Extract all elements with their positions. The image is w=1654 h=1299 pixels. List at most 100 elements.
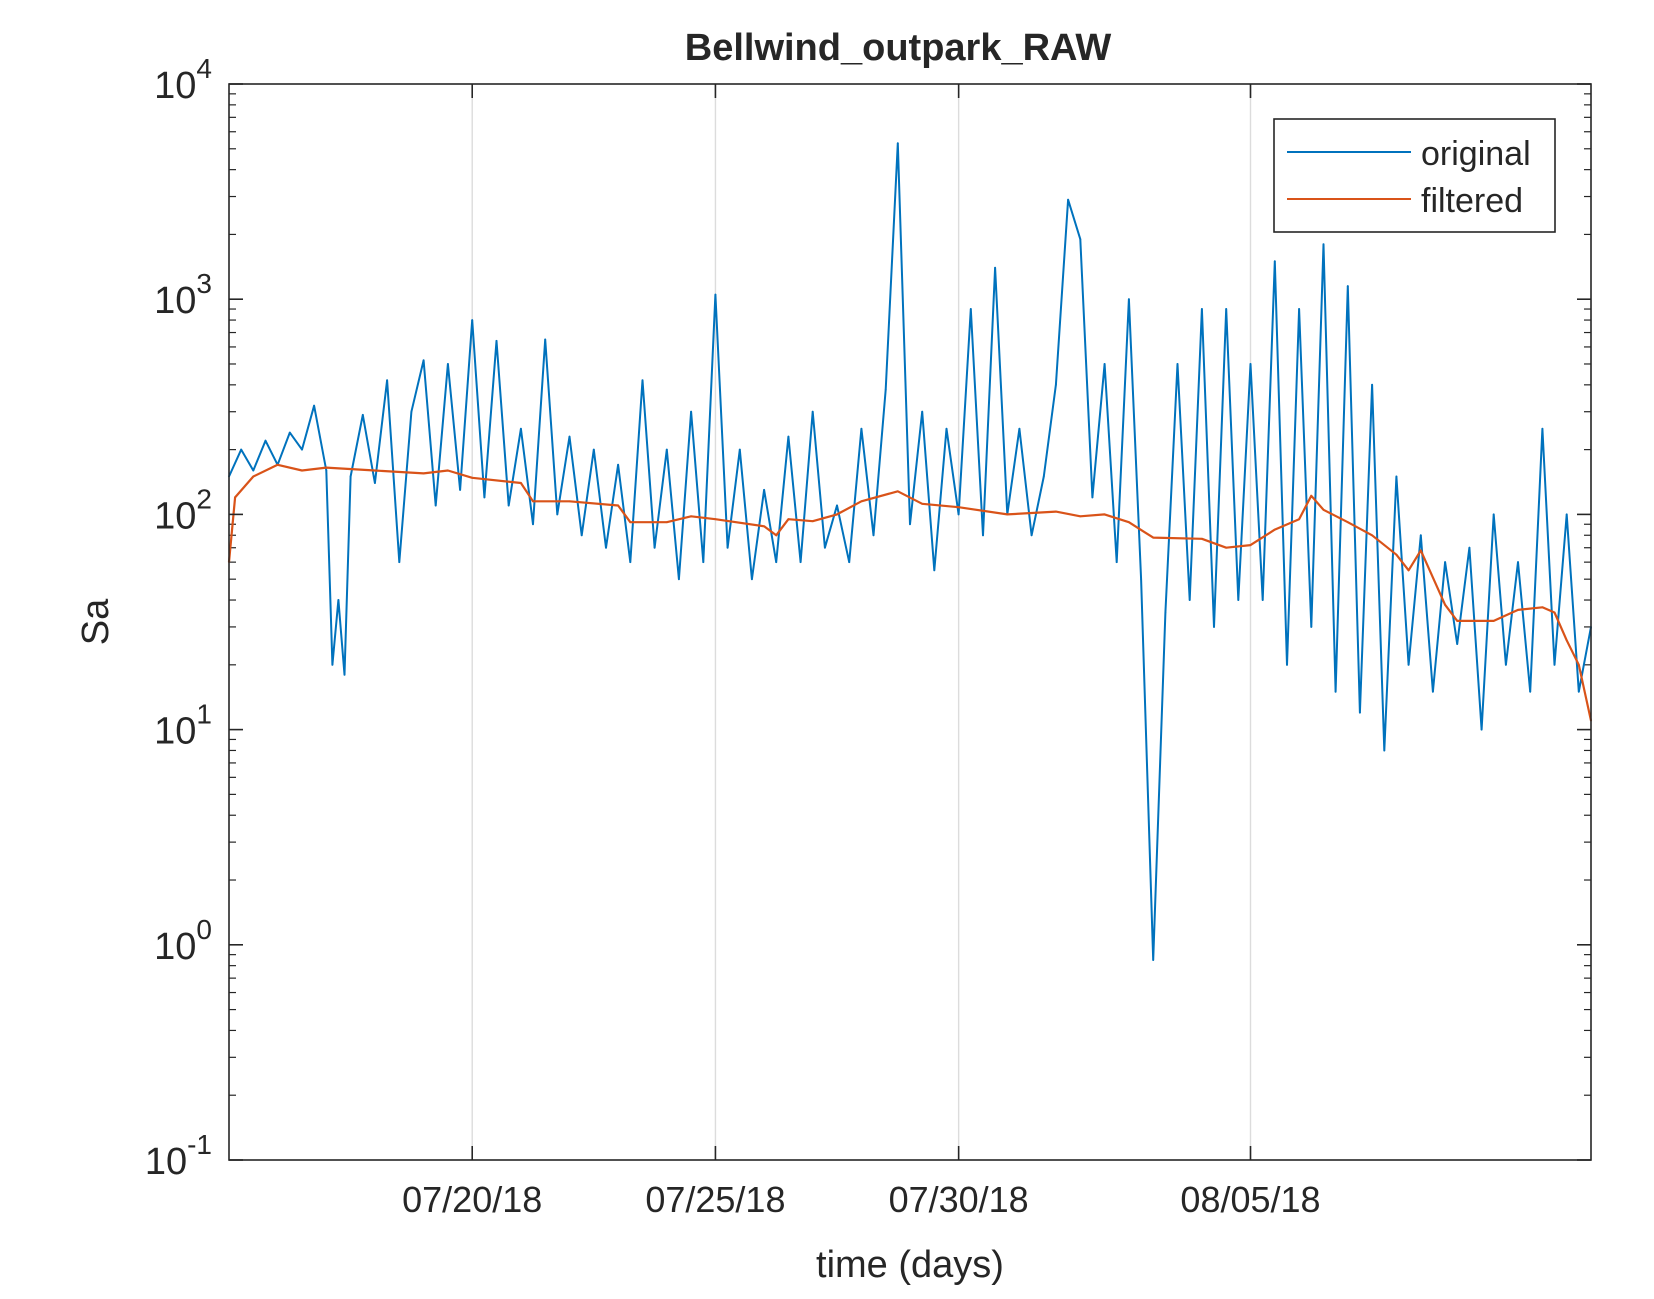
data-point-original — [532, 523, 534, 526]
data-point-original — [641, 379, 644, 382]
series-layer — [227, 142, 1593, 961]
data-point-filtered — [836, 513, 838, 516]
data-point-original — [824, 546, 826, 549]
data-point-original — [288, 431, 291, 434]
data-point-filtered — [1249, 544, 1252, 546]
y-tick-base: 10 — [145, 1141, 187, 1183]
axes-box — [228, 83, 1592, 1161]
data-point-original — [909, 523, 911, 526]
data-point-filtered — [1201, 537, 1203, 540]
data-point-filtered — [1298, 518, 1300, 521]
data-point-original — [738, 448, 741, 451]
data-point-filtered — [568, 500, 571, 503]
data-point-original — [568, 435, 571, 438]
y-minor-ticks — [229, 93, 1591, 1096]
legend: original filtered — [1273, 118, 1556, 233]
data-point-original — [361, 414, 364, 416]
data-point-original — [1395, 475, 1398, 478]
data-point-filtered — [276, 463, 279, 466]
data-point-original — [447, 363, 449, 365]
data-point-original — [872, 534, 875, 537]
data-point-original — [1577, 690, 1580, 693]
data-point-original — [726, 546, 729, 549]
data-point-original — [1055, 383, 1057, 386]
data-point-filtered — [1395, 553, 1398, 556]
x-tick-label: 08/05/18 — [1180, 1179, 1320, 1220]
axes-background — [229, 84, 1591, 1160]
chart-title: Bellwind_outpark_RAW — [685, 27, 1112, 69]
y-tick-exponent: 3 — [196, 268, 212, 299]
x-axis-label: time (days) — [816, 1244, 1004, 1286]
data-point-original — [1030, 534, 1033, 537]
data-point-filtered — [763, 525, 765, 528]
data-point-filtered — [374, 469, 376, 472]
data-point-original — [1261, 599, 1264, 601]
data-point-original — [1432, 690, 1434, 693]
axis-ticks — [229, 83, 1591, 1161]
data-point-original — [592, 448, 595, 451]
data-point-filtered — [1456, 620, 1459, 622]
data-point-filtered — [471, 476, 474, 479]
data-point-filtered — [714, 518, 717, 521]
data-point-original — [1042, 475, 1045, 478]
data-point-original — [1164, 611, 1167, 614]
y-tick-exponent: 1 — [196, 699, 212, 730]
data-point-original — [495, 340, 498, 342]
data-point-original — [702, 561, 705, 563]
data-point-filtered — [1541, 606, 1544, 609]
data-point-filtered — [787, 518, 790, 521]
x-tick-label: 07/30/18 — [889, 1179, 1029, 1220]
data-point-original — [1468, 546, 1471, 549]
x-tick-label: 07/25/18 — [645, 1179, 785, 1220]
data-point-filtered — [1444, 603, 1446, 606]
x-tick-labels: 07/20/18 07/25/18 07/30/18 08/05/18 — [402, 1179, 1320, 1220]
data-point-filtered — [665, 521, 668, 524]
data-point-original — [252, 469, 255, 472]
data-point-original — [1067, 198, 1069, 201]
data-point-original — [1565, 513, 1568, 516]
data-point-original — [860, 427, 863, 430]
y-tick-base: 10 — [154, 65, 196, 107]
data-point-filtered — [775, 534, 778, 537]
y-tick-exponent: -1 — [187, 1129, 212, 1160]
data-point-original — [605, 546, 607, 549]
data-point-original — [1103, 363, 1106, 365]
data-point-original — [617, 463, 619, 466]
data-point-original — [896, 142, 899, 145]
data-point-original — [1213, 626, 1215, 628]
data-point-filtered — [234, 496, 237, 499]
x-gridlines — [471, 84, 1252, 1160]
data-point-original — [1176, 363, 1179, 365]
data-point-original — [1517, 561, 1519, 563]
data-point-original — [1298, 308, 1300, 310]
data-point-original — [1529, 690, 1532, 693]
data-point-filtered — [1492, 620, 1495, 622]
data-point-original — [1359, 711, 1361, 714]
data-point-filtered — [957, 506, 960, 509]
data-point-original — [982, 534, 984, 537]
data-point-filtered — [325, 466, 328, 469]
data-point-original — [331, 663, 334, 666]
data-point-original — [1310, 626, 1313, 628]
data-point-original — [410, 410, 413, 413]
data-point-filtered — [1517, 609, 1519, 611]
data-point-original — [459, 489, 461, 491]
y-tick-label: 104 — [154, 53, 212, 107]
data-point-filtered — [921, 502, 924, 505]
series-original — [228, 142, 1592, 961]
data-point-original — [665, 448, 668, 451]
data-point-original — [556, 513, 559, 516]
data-point-original — [1322, 243, 1325, 246]
data-point-filtered — [690, 515, 692, 518]
data-point-filtered — [1577, 663, 1580, 666]
data-point-filtered — [1565, 639, 1568, 642]
y-tick-base: 10 — [154, 711, 196, 753]
data-point-original — [945, 427, 948, 430]
data-point-original — [1541, 427, 1544, 430]
data-point-filtered — [1273, 528, 1276, 531]
data-point-filtered — [1553, 611, 1556, 614]
data-point-filtered — [1128, 521, 1130, 524]
legend-label-filtered: filtered — [1421, 182, 1523, 220]
data-point-original — [933, 569, 936, 572]
